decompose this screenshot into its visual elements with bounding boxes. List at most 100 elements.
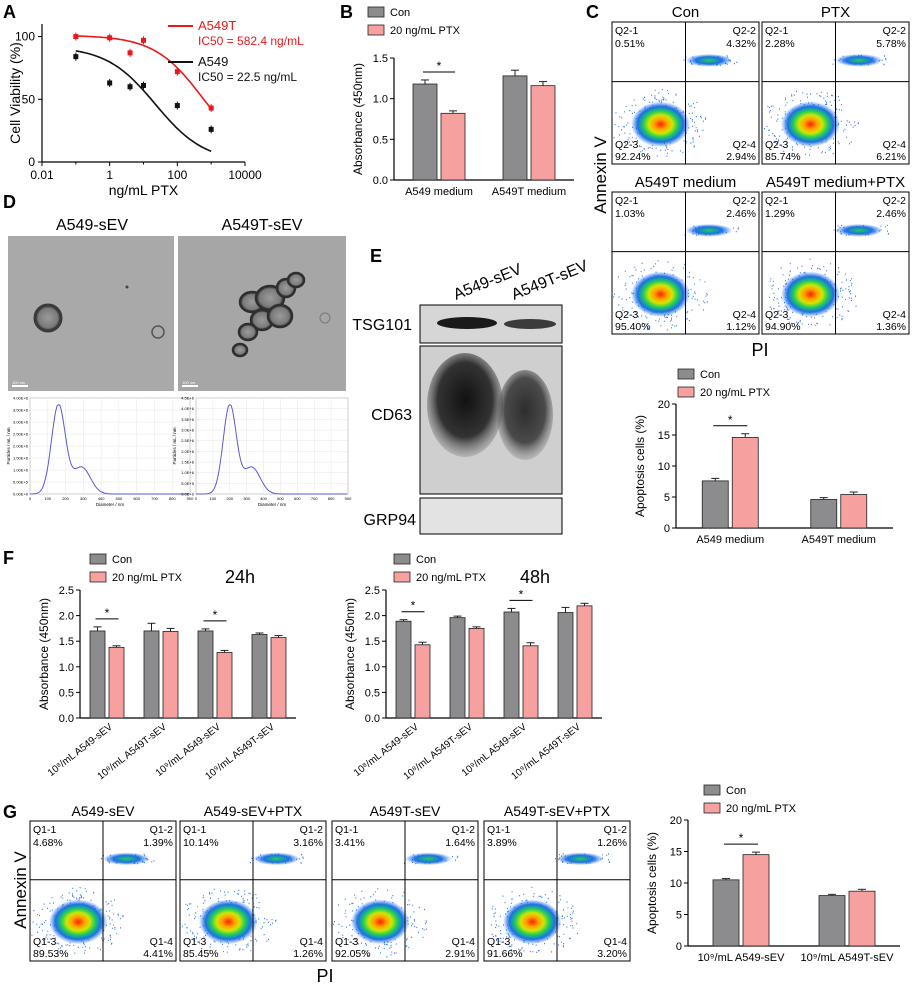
- quadrant-value: 1.36%: [876, 321, 906, 333]
- nta-x-tick-label: 500: [116, 496, 123, 501]
- blot-row-label-grp94: GRP94: [364, 512, 417, 529]
- quadrant-label: Q1-3: [335, 936, 359, 948]
- x-tick-label: 1: [106, 168, 113, 182]
- y-axis-label: Absorbance (450nm): [343, 598, 357, 710]
- y-tick-label: 0.5: [373, 134, 388, 146]
- bar-con: [502, 75, 528, 181]
- legend-label: 20 ng/mL PTX: [390, 25, 461, 37]
- data-point: [107, 80, 113, 86]
- quadrant-value: 3.16%: [293, 837, 323, 849]
- y-tick-label: 50: [22, 92, 36, 106]
- bar-ptx: [522, 645, 539, 719]
- bar-ptx: [440, 112, 466, 181]
- quadrant-value: 85.74%: [765, 151, 801, 163]
- quadrant-label: Q1-2: [452, 824, 476, 836]
- flow-density-cluster: [835, 53, 883, 67]
- flow-plot-title: A549T-sEV+PTX: [504, 803, 611, 819]
- category-label: A549 medium: [696, 534, 764, 546]
- nta-y-tick-label: 2.50E+6: [13, 432, 29, 437]
- bar-con: [810, 499, 838, 529]
- fit-curve-a549: [75, 50, 212, 153]
- quadrant-label: Q1-1: [335, 824, 359, 836]
- y-tick-label: 1.0: [373, 94, 388, 106]
- nta-y-tick-label: 3.5E+6: [181, 417, 195, 422]
- bar-con: [197, 630, 214, 719]
- tem-scale-label: 100 nm: [182, 380, 196, 385]
- blot-band: [504, 319, 556, 329]
- y-tick-label: 0: [28, 155, 35, 169]
- quadrant-label: Q1-3: [183, 936, 207, 948]
- quadrant-value: 1.26%: [293, 948, 323, 960]
- quadrant-label: Q2-4: [883, 139, 907, 151]
- quadrant-label: Q1-1: [487, 824, 511, 836]
- flow-plot-title: A549T-sEV: [370, 803, 441, 819]
- panel-c-flow-cytometry: ConQ2-10.51%Q2-24.32%Q2-392.24%Q2-42.94%…: [591, 4, 910, 360]
- quadrant-label: Q2-3: [765, 139, 789, 151]
- quadrant-label: Q1-2: [604, 824, 628, 836]
- y-tick-label: 1.5: [373, 53, 388, 65]
- quadrant-label: Q2-1: [615, 195, 639, 207]
- y-tick-label: 10: [658, 461, 670, 473]
- quadrant-label: Q2-3: [765, 309, 789, 321]
- quadrant-value: 92.24%: [615, 151, 651, 163]
- x-tick-label: 10000: [228, 168, 262, 182]
- panel-a-dose-response: 0 50 100 0.01 1 100 10000 ng/mL PTX Cell Viabili…: [7, 18, 304, 198]
- nta-x-tick-label: 700: [311, 496, 318, 501]
- bar-ptx: [162, 631, 179, 719]
- flow-density-cluster: [631, 101, 690, 147]
- quadrant-label: Q2-2: [733, 25, 757, 37]
- data-point: [127, 84, 133, 90]
- nta-distribution-curve: [196, 404, 348, 495]
- y-tick-label: 2.5: [59, 585, 74, 597]
- quadrant-value: 2.94%: [726, 151, 756, 163]
- data-point: [174, 69, 180, 75]
- nta-y-axis-label: Particles / mL / nm: [172, 427, 177, 464]
- bar-con: [89, 630, 106, 719]
- significance-star: *: [519, 587, 524, 601]
- quadrant-value: 1.39%: [143, 837, 173, 849]
- y-tick-label: 0.5: [365, 687, 380, 699]
- nta-x-tick-label: 700: [151, 496, 158, 501]
- blot-row-label-cd63: CD63: [371, 407, 412, 424]
- panel-g-flow-cytometry: A549-sEVQ1-14.68%Q1-21.39%Q1-389.53%Q1-4…: [11, 803, 631, 986]
- quadrant-value: 4.68%: [33, 837, 63, 849]
- nta-plot-frame: [195, 397, 349, 495]
- nta-x-tick-label: 900: [187, 496, 194, 501]
- flow-density-cluster: [685, 223, 733, 237]
- legend-label: 20 ng/mL PTX: [700, 387, 771, 399]
- flow-y-axis-label: Annexin V: [591, 136, 610, 214]
- panel-label-d: D: [3, 192, 16, 212]
- y-axis-label: Apoptosis cells (%): [633, 415, 647, 517]
- panel-b-bar-chart: 0.0 0.5 1.0 1.5 Absorbance (450nm) * A549 medi…: [351, 6, 574, 198]
- flow-plot: A549T medium Q2-11.03% Q2-22.46% Q2-395.40%…: [611, 174, 760, 335]
- quadrant-value: 91.66%: [487, 948, 523, 960]
- tem-vesicle-cluster: [231, 271, 306, 358]
- bar-ptx: [216, 652, 233, 719]
- y-tick-label: 0.0: [59, 713, 74, 725]
- y-axis-label: Apoptosis cells (%): [645, 832, 659, 934]
- quadrant-label: Q1-1: [183, 824, 207, 836]
- legend-series-name: A549: [198, 54, 228, 69]
- nta-x-tick-label: 300: [243, 496, 250, 501]
- nta-x-tick-label: 200: [226, 496, 233, 501]
- chart-title: 24h: [225, 567, 255, 587]
- fit-curve-a549t: [75, 35, 212, 110]
- chart-title: 48h: [520, 567, 550, 587]
- bar-con: [449, 617, 466, 719]
- panel-d-tem: A549-sEV A549T-sEV 100 nm 100 nm: [8, 217, 346, 391]
- nta-y-tick-label: 5.0E+5: [181, 481, 195, 486]
- flow-plot: A549T-sEV Q1-13.41% Q1-21.64% Q1-392.05% Q1-…: [331, 803, 479, 962]
- category-label: A549T medium: [802, 534, 876, 546]
- quadrant-label: Q1-1: [33, 824, 57, 836]
- nta-y-tick-label: 4.00E+6: [13, 396, 29, 401]
- bar-ptx: [108, 646, 125, 719]
- bar-ptx: [576, 605, 593, 719]
- flow-x-axis-label: PI: [316, 966, 333, 986]
- quadrant-label: Q1-4: [150, 936, 174, 948]
- flow-x-axis-label: PI: [751, 340, 768, 360]
- quadrant-label: Q1-3: [33, 936, 57, 948]
- y-tick-label: 0: [676, 941, 682, 953]
- nta-y-axis-label: Particles / mL / nm: [6, 427, 11, 464]
- quadrant-value: 1.64%: [445, 837, 475, 849]
